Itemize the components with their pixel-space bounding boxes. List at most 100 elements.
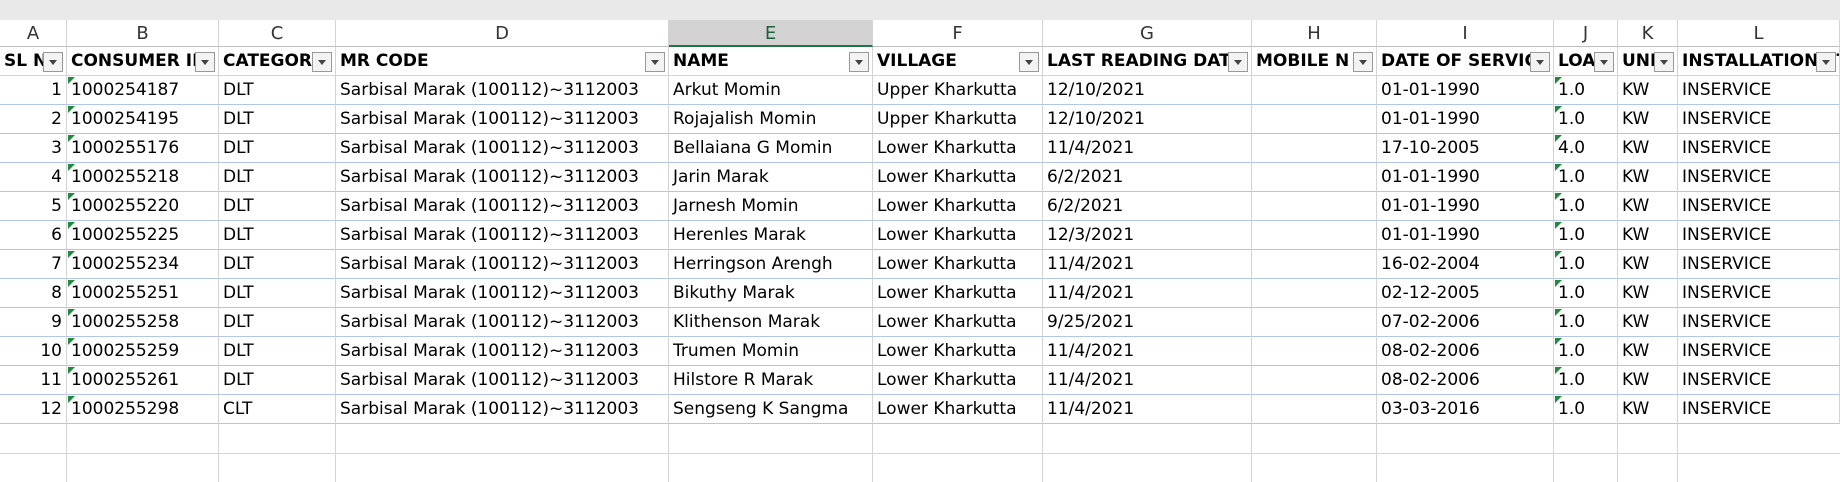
filter-button[interactable] xyxy=(1816,52,1836,72)
cell[interactable]: Herringson Arengh xyxy=(669,250,873,279)
cell[interactable]: 08-02-2006 xyxy=(1377,366,1554,395)
cell[interactable]: KW xyxy=(1618,221,1678,250)
cell[interactable]: 01-01-1990 xyxy=(1377,192,1554,221)
cell[interactable]: INSERVICE xyxy=(1678,163,1840,192)
cell[interactable]: KW xyxy=(1618,105,1678,134)
cell[interactable]: Rojajalish Momin xyxy=(669,105,873,134)
cell[interactable]: 1.0 xyxy=(1554,366,1618,395)
column-header[interactable]: L xyxy=(1678,20,1840,47)
cell[interactable]: Lower Kharkutta xyxy=(873,221,1043,250)
cell[interactable]: Lower Kharkutta xyxy=(873,395,1043,424)
cell[interactable]: 1.0 xyxy=(1554,279,1618,308)
cell[interactable]: Sarbisal Marak (100112)~3112003 xyxy=(336,221,669,250)
cell[interactable]: 1 xyxy=(0,76,67,105)
header-cell[interactable]: DATE OF SERVIC xyxy=(1377,47,1554,76)
cell[interactable]: Lower Kharkutta xyxy=(873,337,1043,366)
cell[interactable]: DLT xyxy=(219,221,336,250)
cell[interactable]: DLT xyxy=(219,163,336,192)
cell[interactable]: Bikuthy Marak xyxy=(669,279,873,308)
cell[interactable]: 11/4/2021 xyxy=(1043,134,1252,163)
cell[interactable]: Upper Kharkutta xyxy=(873,76,1043,105)
cell[interactable] xyxy=(1252,279,1377,308)
filter-button[interactable] xyxy=(1019,52,1039,72)
cell[interactable]: Lower Kharkutta xyxy=(873,163,1043,192)
cell[interactable]: Lower Kharkutta xyxy=(873,308,1043,337)
cell[interactable]: 1.0 xyxy=(1554,308,1618,337)
cell[interactable]: 4.0 xyxy=(1554,134,1618,163)
cell[interactable]: INSERVICE xyxy=(1678,366,1840,395)
cell[interactable]: 12 xyxy=(0,395,67,424)
filter-button[interactable] xyxy=(1594,52,1614,72)
cell[interactable]: 9/25/2021 xyxy=(1043,308,1252,337)
cell[interactable]: 01-01-1990 xyxy=(1377,105,1554,134)
cell[interactable]: KW xyxy=(1618,76,1678,105)
cell[interactable]: 2 xyxy=(0,105,67,134)
cell[interactable]: CLT xyxy=(219,395,336,424)
cell[interactable]: KW xyxy=(1618,395,1678,424)
cell[interactable]: INSERVICE xyxy=(1678,395,1840,424)
cell[interactable]: INSERVICE xyxy=(1678,134,1840,163)
cell[interactable]: DLT xyxy=(219,337,336,366)
cell[interactable]: 3 xyxy=(0,134,67,163)
header-cell[interactable]: CONSUMER II xyxy=(67,47,219,76)
filter-button[interactable] xyxy=(312,52,332,72)
cell[interactable]: 11/4/2021 xyxy=(1043,337,1252,366)
column-header[interactable]: H xyxy=(1252,20,1377,47)
cell[interactable]: 17-10-2005 xyxy=(1377,134,1554,163)
cell[interactable]: Lower Kharkutta xyxy=(873,279,1043,308)
cell[interactable]: 01-01-1990 xyxy=(1377,163,1554,192)
cell[interactable] xyxy=(1252,134,1377,163)
cell[interactable] xyxy=(1252,395,1377,424)
cell[interactable]: KW xyxy=(1618,279,1678,308)
header-cell[interactable]: LAST READING DATE xyxy=(1043,47,1252,76)
cell[interactable]: Sarbisal Marak (100112)~3112003 xyxy=(336,163,669,192)
cell[interactable]: Sarbisal Marak (100112)~3112003 xyxy=(336,192,669,221)
cell[interactable]: Sarbisal Marak (100112)~3112003 xyxy=(336,105,669,134)
header-cell[interactable]: CATEGOR xyxy=(219,47,336,76)
header-cell[interactable]: MR CODE xyxy=(336,47,669,76)
filter-button[interactable] xyxy=(1654,52,1674,72)
cell[interactable]: Bellaiana G Momin xyxy=(669,134,873,163)
cell[interactable]: 8 xyxy=(0,279,67,308)
cell[interactable]: INSERVICE xyxy=(1678,192,1840,221)
filter-button[interactable] xyxy=(43,52,63,72)
cell[interactable]: Sarbisal Marak (100112)~3112003 xyxy=(336,279,669,308)
column-header[interactable]: E xyxy=(669,20,873,47)
cell[interactable]: Hilstore R Marak xyxy=(669,366,873,395)
cell[interactable] xyxy=(1252,250,1377,279)
cell[interactable]: 1.0 xyxy=(1554,105,1618,134)
filter-button[interactable] xyxy=(195,52,215,72)
header-cell[interactable]: UNI xyxy=(1618,47,1678,76)
cell[interactable]: 1000255220 xyxy=(67,192,219,221)
header-cell[interactable]: MOBILE N xyxy=(1252,47,1377,76)
cell[interactable]: DLT xyxy=(219,279,336,308)
cell[interactable]: KW xyxy=(1618,192,1678,221)
cell[interactable] xyxy=(1252,221,1377,250)
cell[interactable]: 11 xyxy=(0,366,67,395)
cell[interactable] xyxy=(1252,76,1377,105)
cell[interactable]: Lower Kharkutta xyxy=(873,192,1043,221)
cell[interactable]: Sarbisal Marak (100112)~3112003 xyxy=(336,308,669,337)
cell[interactable]: 10 xyxy=(0,337,67,366)
cell[interactable]: Sarbisal Marak (100112)~3112003 xyxy=(336,366,669,395)
cell[interactable]: DLT xyxy=(219,250,336,279)
cell[interactable]: 1.0 xyxy=(1554,395,1618,424)
cell[interactable]: Lower Kharkutta xyxy=(873,134,1043,163)
cell[interactable]: 1.0 xyxy=(1554,76,1618,105)
cell[interactable]: 16-02-2004 xyxy=(1377,250,1554,279)
header-cell[interactable]: NAME xyxy=(669,47,873,76)
header-cell[interactable]: VILLAGE xyxy=(873,47,1043,76)
cell[interactable]: Jarnesh Momin xyxy=(669,192,873,221)
column-header[interactable]: J xyxy=(1554,20,1618,47)
cell[interactable]: INSERVICE xyxy=(1678,308,1840,337)
cell[interactable]: Klithenson Marak xyxy=(669,308,873,337)
cell[interactable]: 9 xyxy=(0,308,67,337)
cell[interactable]: 1.0 xyxy=(1554,337,1618,366)
cell[interactable]: 1000255298 xyxy=(67,395,219,424)
cell[interactable]: 12/3/2021 xyxy=(1043,221,1252,250)
cell[interactable]: 03-03-2016 xyxy=(1377,395,1554,424)
cell[interactable]: INSERVICE xyxy=(1678,76,1840,105)
cell[interactable] xyxy=(1252,366,1377,395)
cell[interactable]: 12/10/2021 xyxy=(1043,76,1252,105)
cell[interactable]: 11/4/2021 xyxy=(1043,250,1252,279)
